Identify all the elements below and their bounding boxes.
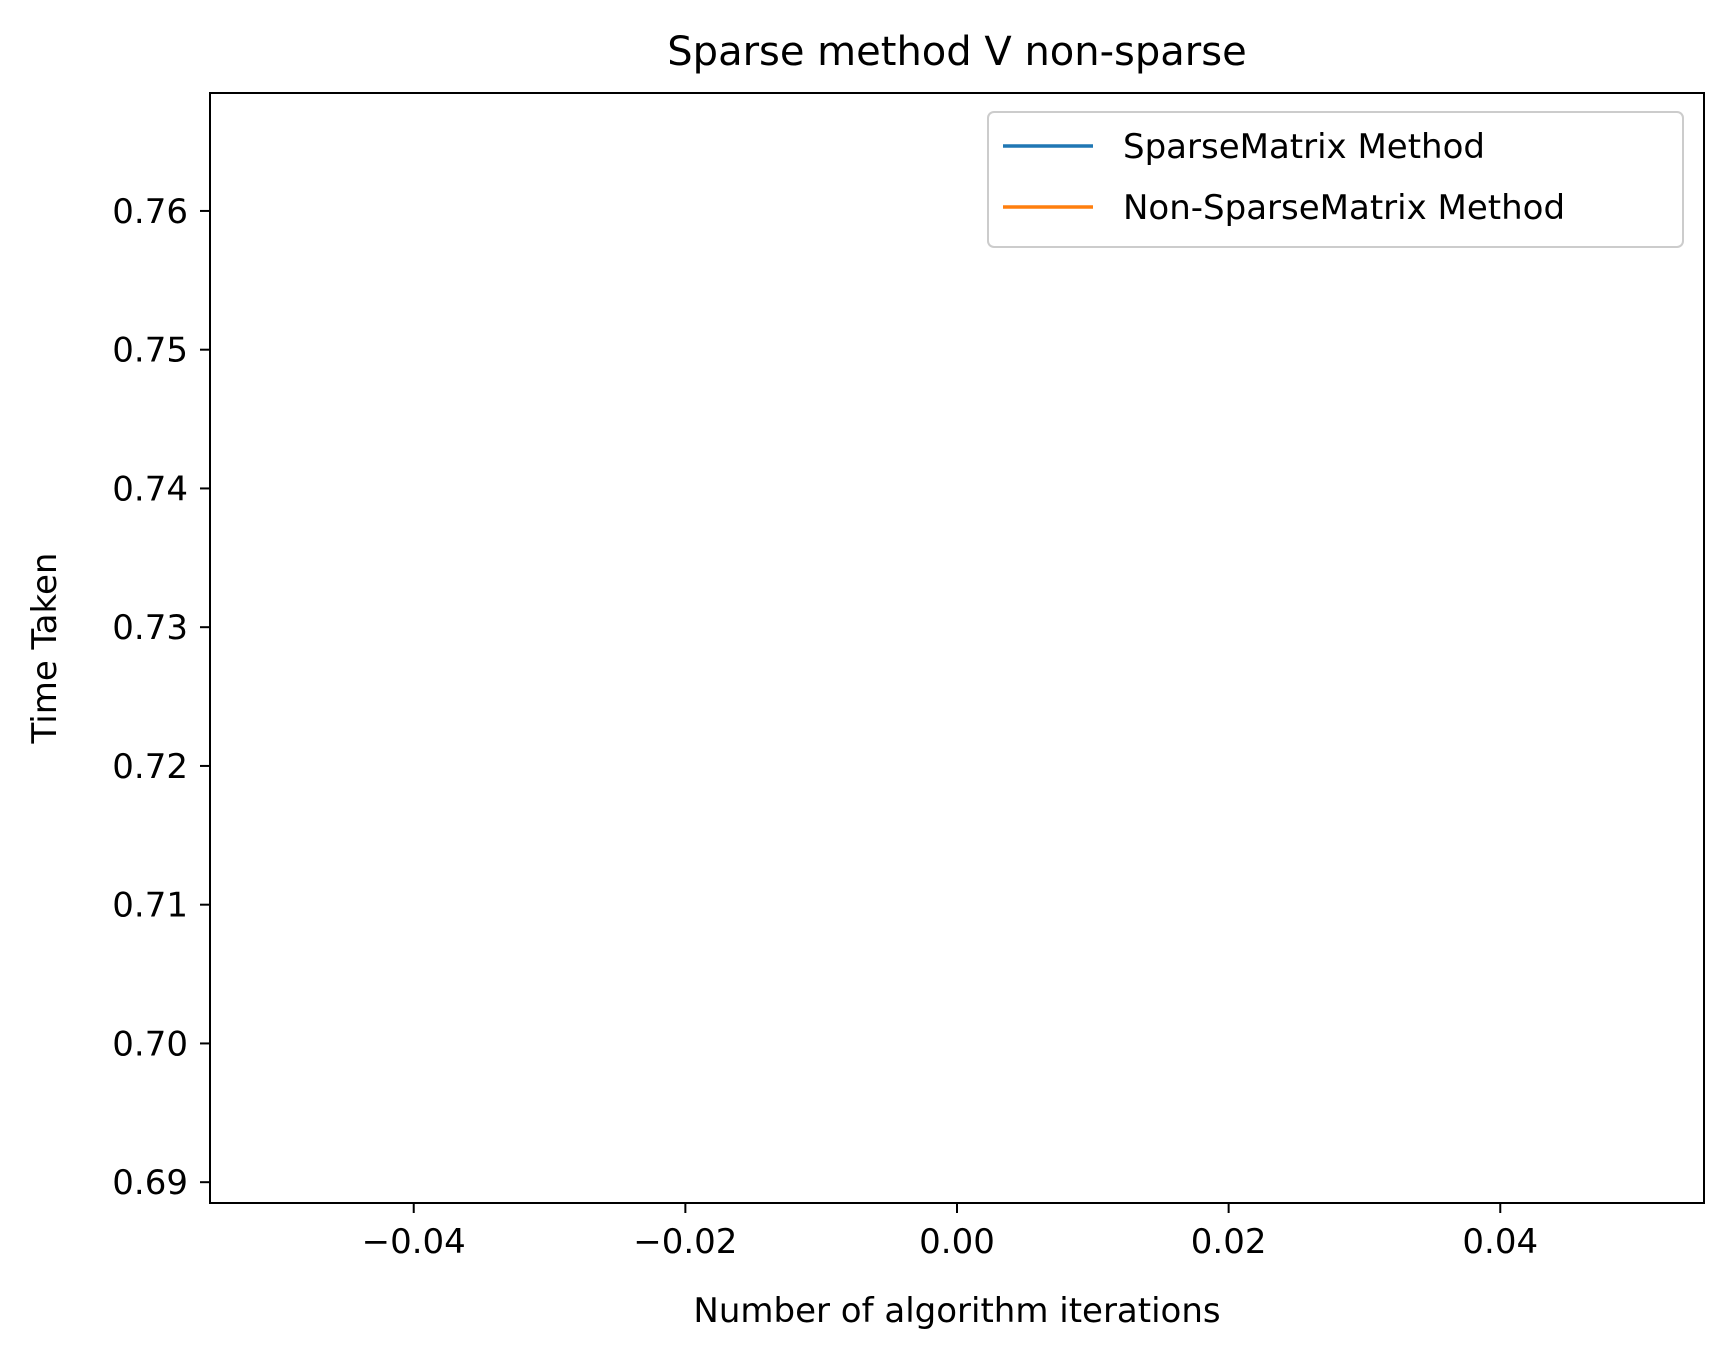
x-tick-label: −0.02: [633, 1222, 737, 1262]
x-axis-ticks: −0.04 −0.02 0.00 0.02 0.04: [362, 1203, 1538, 1262]
y-tick-label: 0.76: [112, 192, 188, 232]
y-tick-label: 0.69: [112, 1163, 188, 1203]
legend: SparseMatrix Method Non-SparseMatrix Met…: [987, 111, 1684, 248]
y-tick-label: 0.70: [112, 1024, 188, 1064]
x-axis-label: Number of algorithm iterations: [693, 1291, 1220, 1331]
y-tick-label: 0.71: [112, 886, 188, 926]
chart-title: Sparse method V non-sparse: [667, 29, 1246, 75]
y-axis-ticks: 0.69 0.70 0.71 0.72 0.73 0.74 0.75 0.76: [112, 192, 210, 1203]
x-tick-label: 0.04: [1462, 1222, 1538, 1262]
x-tick-label: −0.04: [362, 1222, 466, 1262]
y-tick-label: 0.72: [112, 747, 188, 787]
legend-box: [987, 111, 1684, 248]
y-tick-label: 0.73: [112, 608, 188, 648]
legend-label-sparse: SparseMatrix Method: [1123, 127, 1485, 167]
x-tick-label: 0.00: [919, 1222, 995, 1262]
y-axis-label: Time Taken: [25, 553, 65, 745]
y-tick-label: 0.75: [112, 331, 188, 371]
legend-label-non-sparse: Non-SparseMatrix Method: [1123, 188, 1565, 228]
x-tick-label: 0.02: [1191, 1222, 1267, 1262]
plot-area-frame: [209, 92, 1705, 1204]
y-tick-label: 0.74: [112, 469, 188, 509]
